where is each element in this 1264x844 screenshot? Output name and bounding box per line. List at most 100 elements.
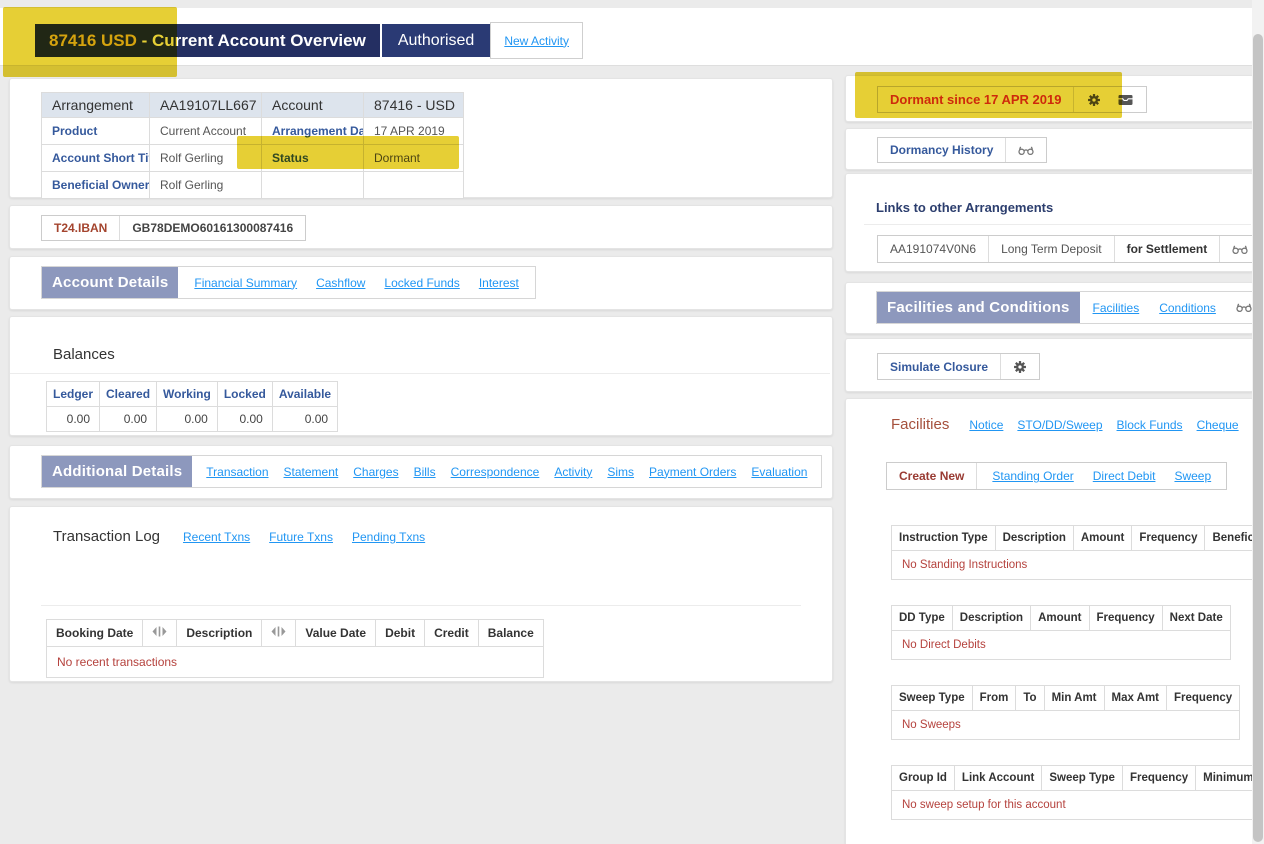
balance-header-working: Working — [156, 381, 218, 407]
link-charges[interactable]: Charges — [353, 464, 399, 479]
dormancy-history-button[interactable]: Dormancy History — [877, 137, 1048, 163]
divider — [41, 605, 801, 606]
col-sweep-type: Sweep Type — [891, 685, 973, 711]
col-frequency: Frequency — [1088, 605, 1163, 631]
balance-header-cleared: Cleared — [99, 381, 158, 407]
account-number-value: 87416 - USD — [363, 92, 464, 118]
arrangement-table: Arrangement AA19107LL667 Account 87416 -… — [41, 92, 464, 199]
link-financial-summary[interactable]: Financial Summary — [194, 275, 298, 290]
col-to: To — [1015, 685, 1045, 711]
col-group-id: Group Id — [891, 765, 955, 791]
link-recent-txns[interactable]: Recent Txns — [183, 529, 251, 544]
link-evaluation[interactable]: Evaluation — [751, 464, 808, 479]
status-value: Dormant — [363, 144, 464, 172]
arrangement-card: Arrangement AA19107LL667 Account 87416 -… — [9, 78, 833, 199]
col-resize-icon[interactable] — [142, 619, 178, 647]
col-sweep-type: Sweep Type — [1041, 765, 1123, 791]
status-badge: Authorised — [381, 24, 491, 57]
balance-header-locked: Locked — [216, 381, 273, 407]
empty-direct-debits-message: No Direct Debits — [891, 630, 1231, 660]
create-new-label: Create New — [899, 469, 965, 483]
link-bills[interactable]: Bills — [413, 464, 436, 479]
facilities-title: Facilities — [891, 416, 950, 433]
link-transaction[interactable]: Transaction — [206, 464, 269, 479]
divider — [1219, 236, 1221, 262]
balance-value-ledger: 0.00 — [45, 406, 101, 432]
title-bar: 87416 USD - Current Account Overview Aut… — [35, 22, 583, 59]
col-max-amt: Max Amt — [1103, 685, 1168, 711]
arrangement-link-row[interactable]: AA191074V0N6 Long Term Deposit for Settl… — [877, 235, 1262, 263]
scrollbar-thumb[interactable] — [1253, 34, 1263, 842]
link-interest[interactable]: Interest — [478, 275, 519, 290]
section-title-additional-details: Additional Details — [42, 456, 193, 487]
col-next-date: Next Date — [1161, 605, 1231, 631]
empty-cell — [261, 171, 364, 199]
divider — [10, 373, 830, 374]
link-sto-dd-sweep[interactable]: STO/DD/Sweep — [1017, 417, 1103, 432]
link-cheque[interactable]: Cheque — [1196, 417, 1239, 432]
dormancy-history-label: Dormancy History — [890, 143, 994, 157]
simulate-closure-button[interactable]: Simulate Closure — [877, 353, 1041, 380]
empty-cell — [363, 171, 464, 199]
page-title: 87416 USD - Current Account Overview — [35, 24, 380, 57]
binoculars-icon[interactable] — [1236, 302, 1252, 313]
col-resize-icon[interactable] — [261, 619, 297, 647]
beneficial-owner-label: Beneficial Owner — [41, 171, 150, 199]
link-direct-debit[interactable]: Direct Debit — [1092, 469, 1156, 483]
binoculars-icon[interactable] — [1018, 145, 1035, 156]
col-description: Description — [951, 605, 1032, 631]
link-conditions[interactable]: Conditions — [1159, 300, 1216, 315]
linked-arrangement-id: AA191074V0N6 — [890, 242, 977, 256]
scrollbar[interactable] — [1252, 0, 1264, 844]
divider — [119, 216, 121, 240]
link-payment-orders[interactable]: Payment Orders — [649, 464, 737, 479]
empty-standing-orders-message: No Standing Instructions — [891, 550, 1253, 580]
balance-header-ledger: Ledger — [45, 381, 101, 407]
link-block-funds[interactable]: Block Funds — [1116, 417, 1183, 432]
facilities-conditions-card: Facilities and Conditions Facilities Con… — [845, 282, 1264, 334]
col-from: From — [971, 685, 1017, 711]
dormant-status-text: Dormant since 17 APR 2019 — [890, 92, 1062, 107]
header-strip: 87416 USD - Current Account Overview Aut… — [0, 8, 1252, 66]
other-arrangements-title: Links to other Arrangements — [876, 200, 1054, 215]
standing-orders-table: Instruction Type Description Amount Freq… — [891, 525, 1253, 580]
account-short-title-value: Rolf Gerling — [149, 144, 262, 172]
link-facilities[interactable]: Facilities — [1092, 300, 1140, 315]
link-notice[interactable]: Notice — [969, 417, 1004, 432]
transaction-log-card: Transaction Log Recent Txns Future Txns … — [9, 506, 833, 682]
col-debit: Debit — [375, 619, 426, 647]
gear-icon[interactable] — [1087, 93, 1101, 107]
link-sims[interactable]: Sims — [607, 464, 635, 479]
balance-value-available: 0.00 — [271, 406, 339, 432]
empty-transactions-message: No recent transactions — [46, 646, 544, 678]
col-min-amt: Min Amt — [1043, 685, 1105, 711]
simulate-closure-label: Simulate Closure — [890, 359, 989, 374]
inbox-icon[interactable] — [1118, 94, 1133, 106]
facilities-card: Facilities Notice STO/DD/Sweep Block Fun… — [845, 398, 1254, 844]
link-locked-funds[interactable]: Locked Funds — [384, 275, 460, 290]
col-link-account: Link Account — [953, 765, 1043, 791]
product-value: Current Account — [149, 117, 262, 145]
link-pending-txns[interactable]: Pending Txns — [351, 529, 426, 544]
new-activity-button[interactable]: New Activity — [490, 22, 583, 59]
beneficial-owner-value: Rolf Gerling — [149, 171, 262, 199]
col-frequency: Frequency — [1131, 525, 1206, 551]
col-credit: Credit — [424, 619, 479, 647]
transactions-table: Booking Date Description Value Date Debi… — [45, 619, 544, 678]
binoculars-icon[interactable] — [1232, 244, 1248, 255]
divider — [976, 463, 978, 489]
link-future-txns[interactable]: Future Txns — [269, 529, 333, 544]
sweeps-table: Sweep Type From To Min Amt Max Amt Frequ… — [890, 685, 1241, 740]
account-details-card: Account Details Financial Summary Cashfl… — [9, 256, 833, 310]
link-activity[interactable]: Activity — [554, 464, 593, 479]
link-statement[interactable]: Statement — [283, 464, 339, 479]
col-beneficiary: Beneficiary — [1204, 525, 1253, 551]
link-cashflow[interactable]: Cashflow — [316, 275, 366, 290]
page-title-account: 87416 USD — [49, 30, 137, 50]
link-sweep[interactable]: Sweep — [1174, 469, 1212, 483]
link-standing-order[interactable]: Standing Order — [992, 469, 1074, 483]
section-title-account-details: Account Details — [42, 267, 179, 298]
gear-icon[interactable] — [1013, 360, 1027, 374]
new-activity-link[interactable]: New Activity — [504, 33, 569, 48]
link-correspondence[interactable]: Correspondence — [450, 464, 540, 479]
